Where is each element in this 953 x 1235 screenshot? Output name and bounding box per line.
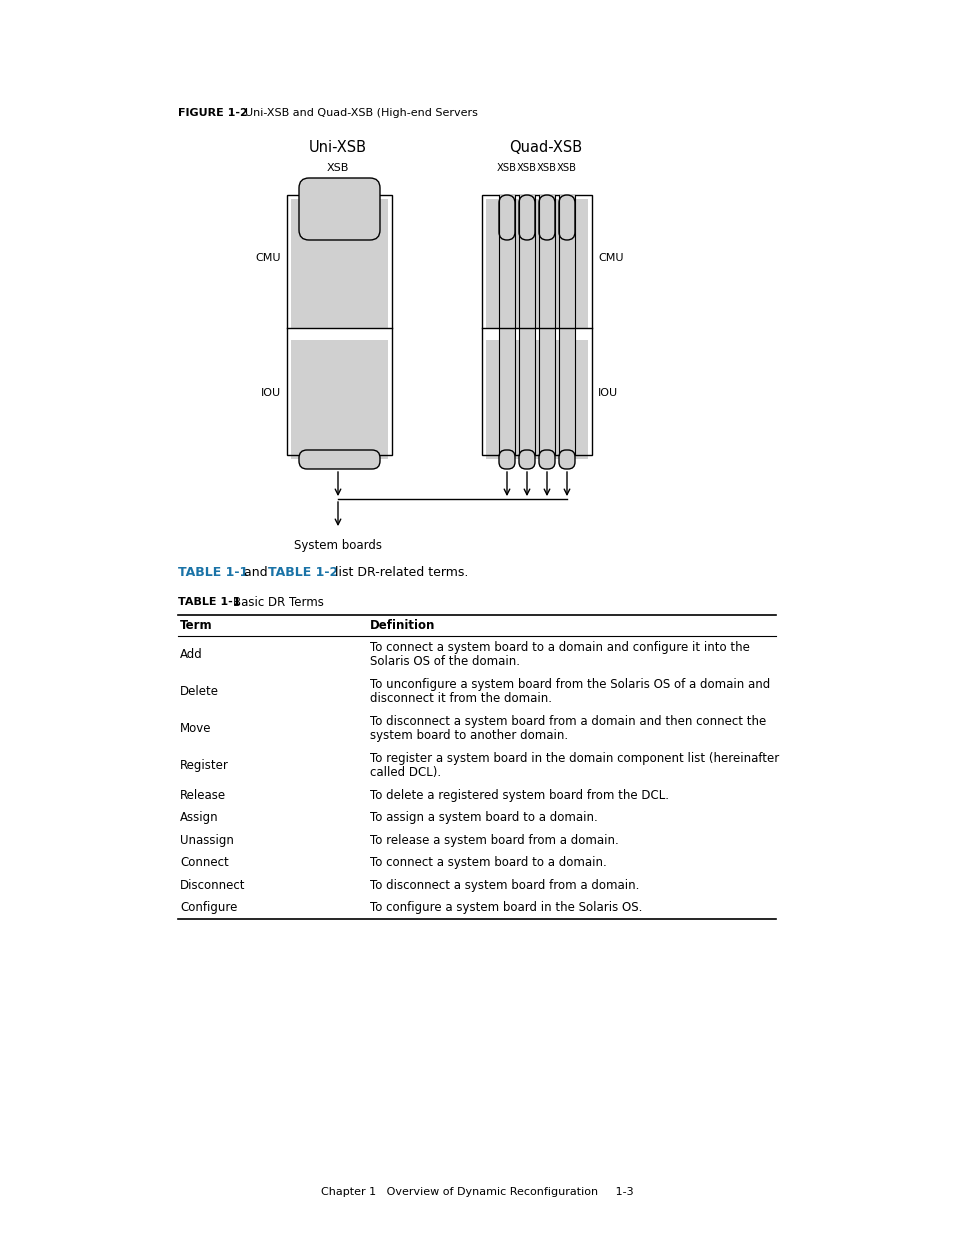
Text: XSB: XSB	[537, 163, 557, 173]
Text: To configure a system board in the Solaris OS.: To configure a system board in the Solar…	[370, 902, 641, 914]
Text: To delete a registered system board from the DCL.: To delete a registered system board from…	[370, 789, 668, 802]
Text: Connect: Connect	[180, 856, 229, 869]
Text: CMU: CMU	[598, 253, 623, 263]
Text: XSB: XSB	[557, 163, 577, 173]
Text: To register a system board in the domain component list (hereinafter: To register a system board in the domain…	[370, 752, 779, 764]
FancyBboxPatch shape	[518, 195, 535, 240]
Text: Quad-XSB: Quad-XSB	[509, 141, 582, 156]
Text: and: and	[240, 566, 272, 578]
Text: FIGURE 1-2: FIGURE 1-2	[178, 107, 248, 119]
Text: called DCL).: called DCL).	[370, 766, 440, 779]
Bar	[287, 195, 392, 454]
Text: IOU: IOU	[260, 388, 281, 398]
Text: Uni-XSB and Quad-XSB (High-end Servers: Uni-XSB and Quad-XSB (High-end Servers	[245, 107, 477, 119]
Text: Chapter 1   Overview of Dynamic Reconfiguration     1-3: Chapter 1 Overview of Dynamic Reconfigur…	[320, 1187, 633, 1197]
Text: To release a system board from a domain.: To release a system board from a domain.	[370, 834, 618, 847]
Text: To disconnect a system board from a domain and then connect the: To disconnect a system board from a doma…	[370, 715, 765, 727]
Text: Uni-XSB: Uni-XSB	[309, 141, 367, 156]
Text: Term: Term	[180, 619, 213, 632]
Text: XSB: XSB	[517, 163, 537, 173]
Text: disconnect it from the domain.: disconnect it from the domain.	[370, 693, 552, 705]
Text: System boards: System boards	[294, 538, 381, 552]
FancyBboxPatch shape	[538, 450, 555, 469]
Bar	[485, 199, 587, 329]
Text: Solaris OS of the domain.: Solaris OS of the domain.	[370, 656, 519, 668]
FancyBboxPatch shape	[298, 450, 379, 469]
FancyBboxPatch shape	[558, 450, 575, 469]
FancyBboxPatch shape	[498, 195, 515, 240]
Text: list DR-related terms.: list DR-related terms.	[331, 566, 468, 578]
Text: To connect a system board to a domain and configure it into the: To connect a system board to a domain an…	[370, 641, 749, 653]
Text: To unconfigure a system board from the Solaris OS of a domain and: To unconfigure a system board from the S…	[370, 678, 769, 690]
Text: CMU: CMU	[255, 253, 281, 263]
FancyBboxPatch shape	[558, 195, 575, 240]
Text: Basic DR Terms: Basic DR Terms	[233, 595, 323, 609]
Bar	[498, 195, 515, 454]
FancyBboxPatch shape	[538, 195, 555, 240]
Text: system board to another domain.: system board to another domain.	[370, 729, 568, 742]
Text: Delete: Delete	[180, 685, 219, 698]
FancyBboxPatch shape	[518, 450, 535, 469]
Text: Definition: Definition	[370, 619, 435, 632]
Bar	[558, 195, 575, 454]
Text: Move: Move	[180, 722, 212, 735]
FancyBboxPatch shape	[498, 450, 515, 469]
Bar	[538, 195, 555, 454]
Text: Register: Register	[180, 760, 229, 772]
Text: Unassign: Unassign	[180, 834, 233, 847]
Bar	[481, 195, 592, 454]
Text: XSB: XSB	[327, 163, 349, 173]
Text: To disconnect a system board from a domain.: To disconnect a system board from a doma…	[370, 879, 639, 892]
Bar	[291, 199, 388, 329]
Text: XSB: XSB	[497, 163, 517, 173]
Text: Release: Release	[180, 789, 226, 802]
Text: Add: Add	[180, 648, 203, 661]
Bar	[518, 195, 535, 454]
Text: TABLE 1-1: TABLE 1-1	[178, 597, 240, 606]
Text: TABLE 1-2: TABLE 1-2	[268, 566, 338, 578]
Text: TABLE 1-1: TABLE 1-1	[178, 566, 248, 578]
Text: To assign a system board to a domain.: To assign a system board to a domain.	[370, 811, 598, 824]
Text: To connect a system board to a domain.: To connect a system board to a domain.	[370, 856, 606, 869]
Text: Configure: Configure	[180, 902, 237, 914]
FancyBboxPatch shape	[298, 178, 379, 240]
Text: Disconnect: Disconnect	[180, 879, 245, 892]
Bar	[485, 340, 587, 459]
Text: Assign: Assign	[180, 811, 218, 824]
Text: IOU: IOU	[598, 388, 618, 398]
Bar	[291, 340, 388, 459]
